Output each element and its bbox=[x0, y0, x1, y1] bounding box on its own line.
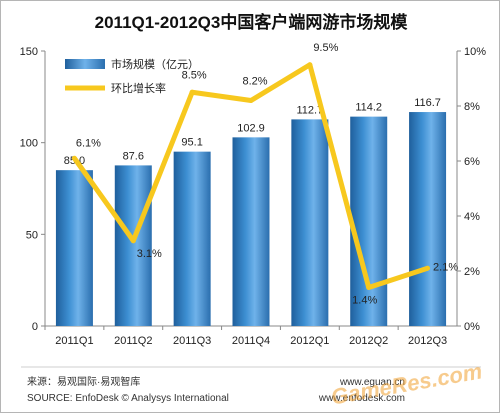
growth-rate-point bbox=[307, 62, 313, 68]
growth-rate-label: 8.5% bbox=[182, 69, 207, 81]
y-right-tick-label: 10% bbox=[464, 46, 486, 58]
x-tick-label: 2012Q3 bbox=[408, 335, 447, 347]
x-tick-label: 2011Q2 bbox=[114, 335, 152, 347]
bar bbox=[55, 170, 93, 326]
bar-value-label: 87.6 bbox=[123, 150, 144, 162]
website-eguan: www.eguan.cn bbox=[339, 377, 405, 388]
y-right-tick-label: 4% bbox=[464, 211, 480, 223]
line-series bbox=[71, 62, 431, 290]
y-left-tick-label: 150 bbox=[20, 46, 38, 58]
growth-rate-point bbox=[189, 89, 195, 95]
bar-value-label: 116.7 bbox=[414, 97, 441, 109]
x-tick-label: 2011Q1 bbox=[55, 335, 93, 347]
bar-value-label: 95.1 bbox=[181, 137, 202, 149]
website-enfodesk: www.enfodesk.com bbox=[318, 393, 405, 404]
source-en: SOURCE: EnfoDesk © Analysys Internationa… bbox=[27, 393, 229, 404]
bar bbox=[232, 137, 270, 326]
bar bbox=[291, 119, 329, 326]
bar bbox=[114, 165, 152, 326]
y-axis-right-ticks: 0% 2% 4% 6% 8% 10% bbox=[457, 46, 486, 333]
source-cn: 来源：易观国际·易观智库 bbox=[27, 375, 140, 388]
bar-value-label: 112.7 bbox=[296, 104, 323, 116]
y-right-tick-label: 2% bbox=[464, 266, 480, 278]
bar bbox=[350, 116, 388, 326]
growth-rate-label: 1.4% bbox=[352, 295, 377, 307]
legend-swatch-bar bbox=[65, 59, 105, 69]
x-tick-label: 2011Q3 bbox=[173, 335, 211, 347]
bar-value-label: 114.2 bbox=[355, 102, 382, 114]
y-left-tick-label: 0 bbox=[32, 321, 38, 333]
legend-label-line: 环比增长率 bbox=[111, 81, 166, 95]
x-axis-tick-labels: 2011Q1 2011Q2 2011Q3 2011Q4 2012Q1 2012Q2 2012… bbox=[44, 326, 447, 347]
x-tick-label: 2012Q2 bbox=[349, 335, 388, 347]
line-value-labels: 6.1% 3.1% 8.5% 8.2% 9.5% 1.4% 2.1% bbox=[76, 42, 458, 307]
bar-series bbox=[55, 112, 447, 326]
growth-rate-label: 6.1% bbox=[76, 137, 101, 149]
y-axis-left-ticks: 0 50 100 150 bbox=[20, 46, 45, 333]
growth-rate-label: 3.1% bbox=[137, 248, 162, 260]
y-right-tick-label: 8% bbox=[464, 101, 480, 113]
growth-rate-point bbox=[366, 285, 372, 290]
watermark: GameRes.com bbox=[329, 358, 484, 409]
y-left-tick-label: 50 bbox=[26, 229, 38, 241]
y-right-tick-label: 0% bbox=[464, 321, 480, 333]
growth-rate-point bbox=[130, 238, 136, 244]
y-left-tick-label: 100 bbox=[20, 138, 38, 150]
bar-value-label: 102.9 bbox=[237, 122, 265, 134]
x-tick-label: 2012Q1 bbox=[290, 335, 329, 347]
growth-rate-point bbox=[248, 98, 254, 103]
y-right-tick-label: 6% bbox=[464, 156, 480, 168]
bar bbox=[409, 112, 447, 326]
growth-rate-point bbox=[71, 155, 77, 161]
x-tick-label: 2011Q4 bbox=[232, 335, 270, 347]
growth-rate-point bbox=[425, 265, 431, 271]
bar bbox=[173, 151, 211, 326]
legend: 市场规模（亿元） 环比增长率 bbox=[65, 57, 199, 95]
growth-rate-label: 2.1% bbox=[433, 261, 458, 273]
growth-rate-label: 9.5% bbox=[313, 42, 338, 54]
legend-label-bar: 市场规模（亿元） bbox=[111, 57, 199, 71]
growth-rate-label: 8.2% bbox=[242, 76, 267, 88]
chart-title: 2011Q1-2012Q3中国客户端网游市场规模 bbox=[95, 12, 409, 32]
